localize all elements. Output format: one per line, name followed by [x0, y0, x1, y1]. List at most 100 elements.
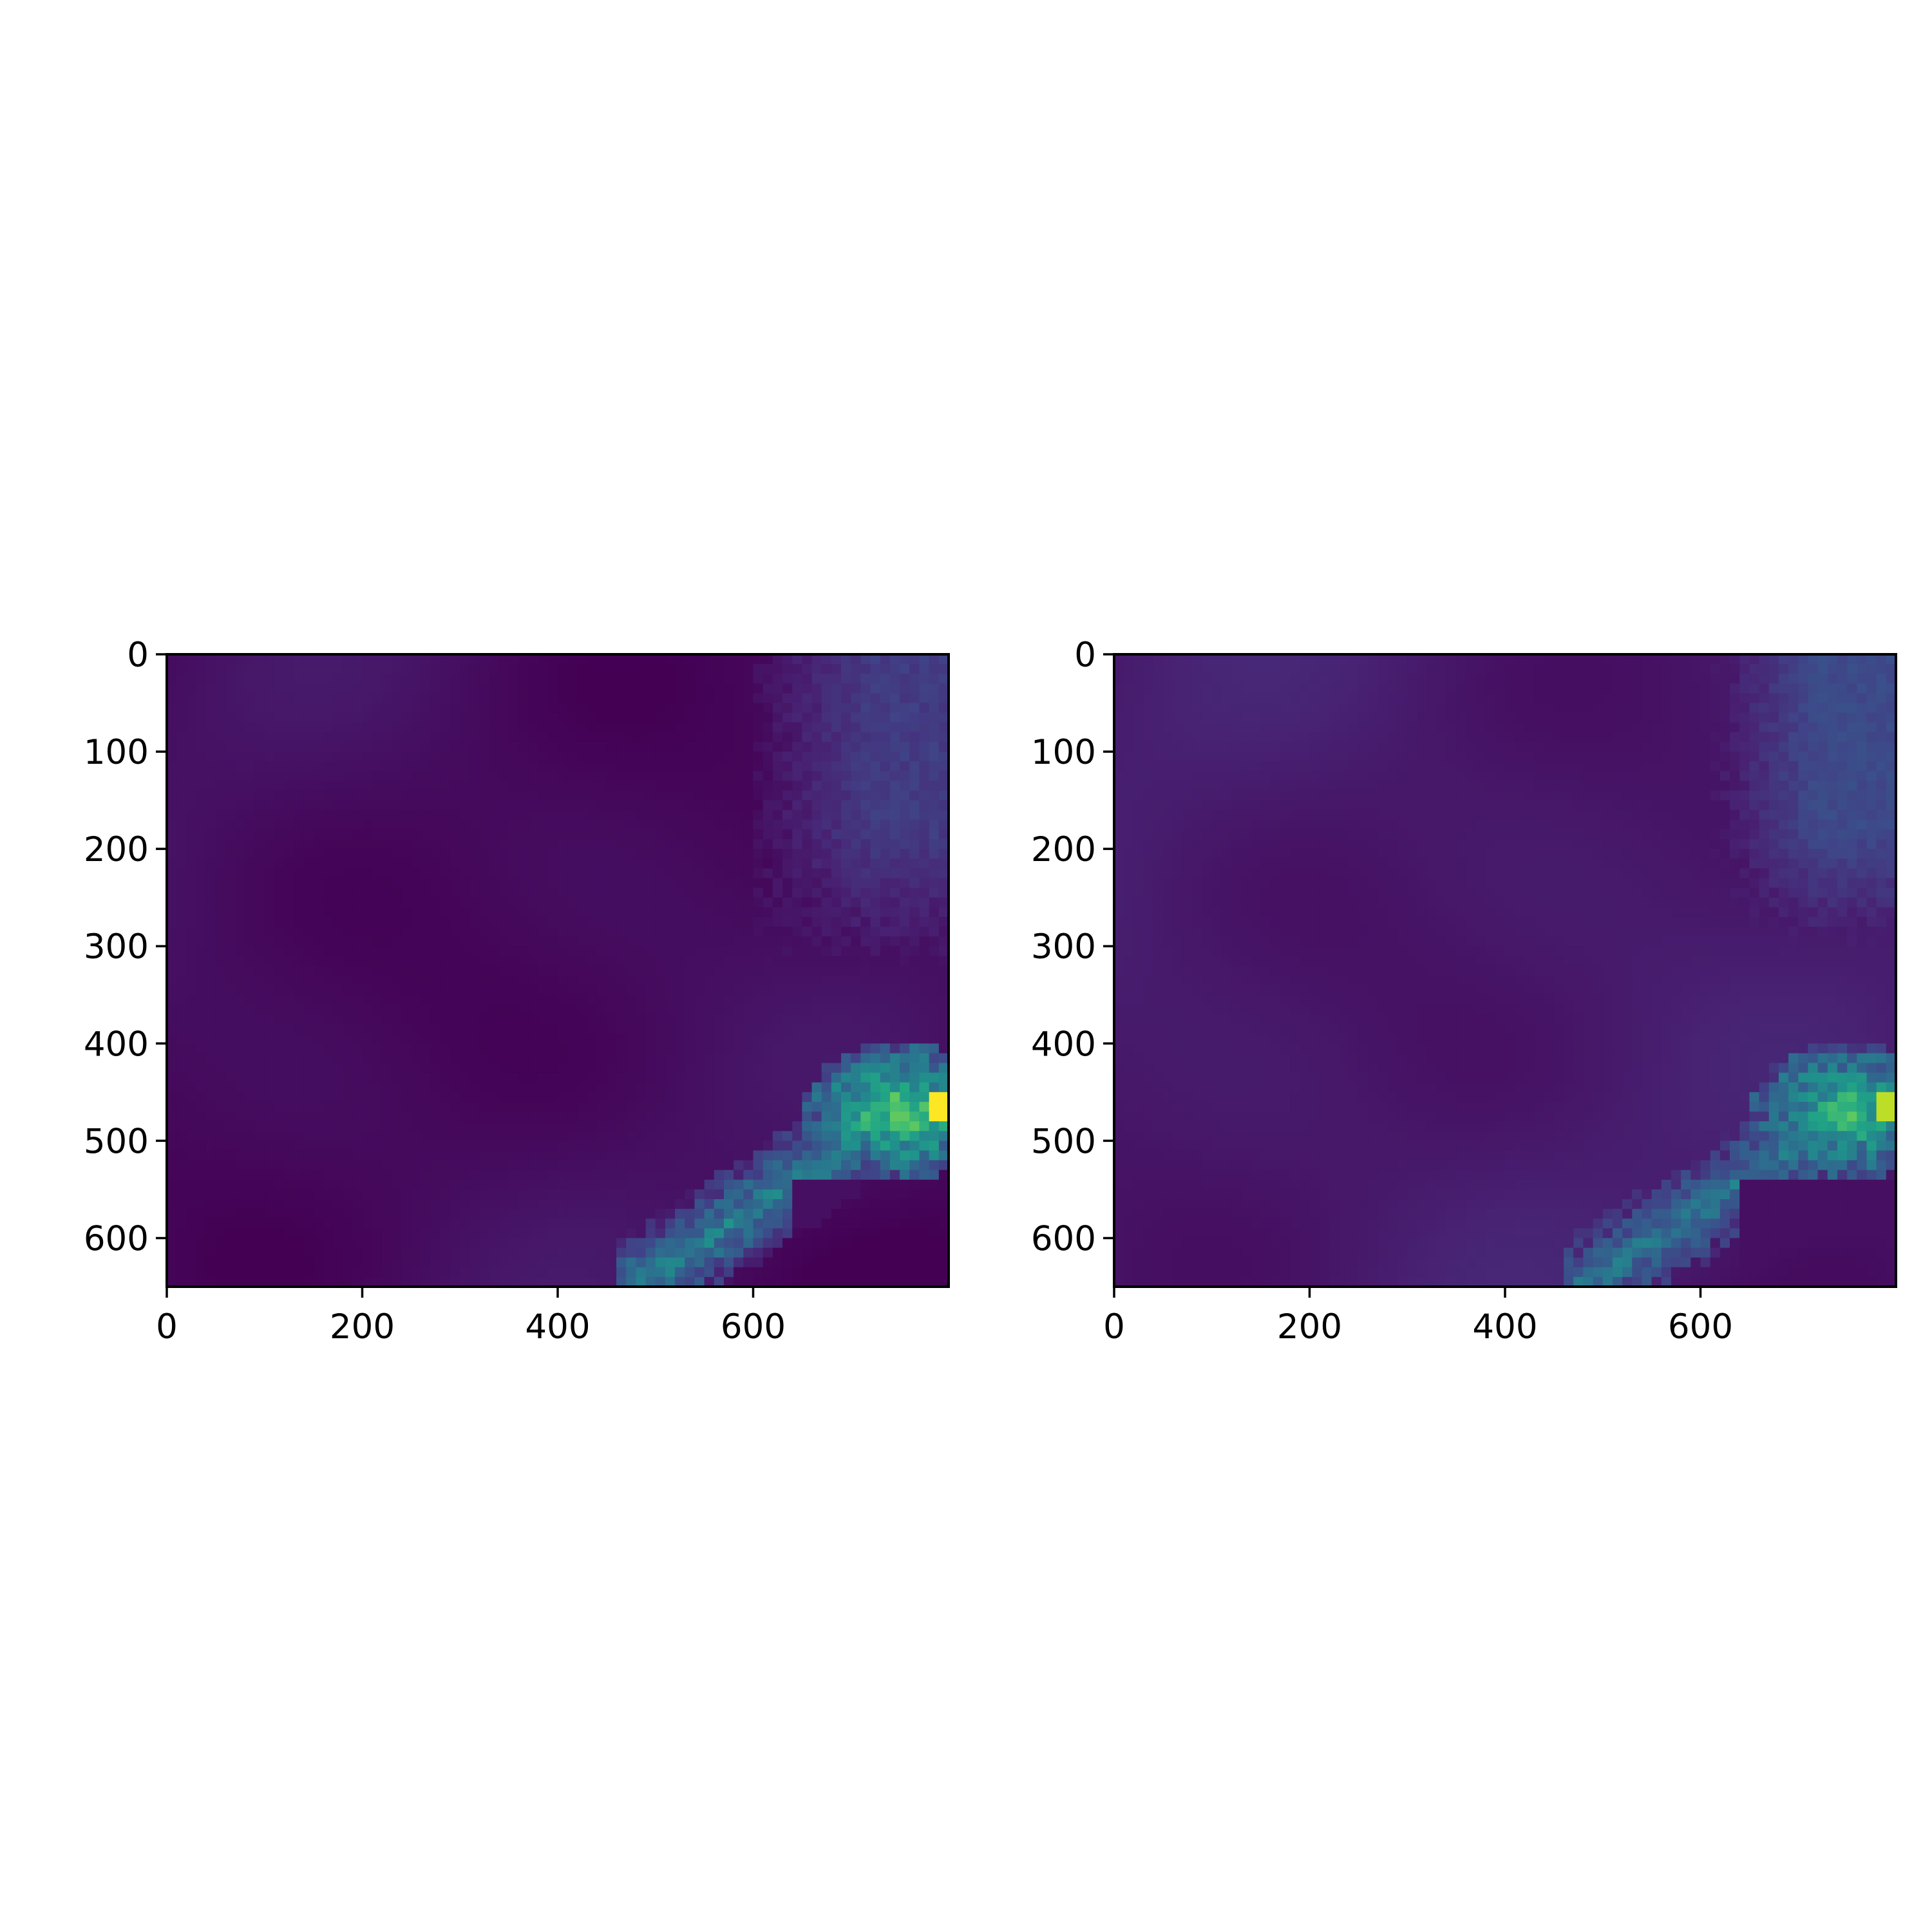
heatmap-cell: [430, 1121, 441, 1132]
heatmap-cell: [469, 1082, 480, 1093]
heatmap-cell: [343, 1112, 353, 1122]
heatmap-cell: [567, 1238, 578, 1249]
heatmap-cell: [596, 985, 607, 996]
heatmap-cell: [284, 1131, 294, 1141]
heatmap-cell: [392, 1209, 402, 1219]
heatmap-cell: [831, 1053, 842, 1064]
heatmap-cell: [704, 1209, 715, 1219]
heatmap-cell: [841, 849, 851, 859]
heatmap-cell: [450, 741, 460, 752]
heatmap-cell: [606, 1112, 617, 1122]
heatmap-cell: [616, 712, 627, 723]
heatmap-cell: [362, 712, 373, 723]
heatmap-cell: [313, 829, 324, 840]
heatmap-cell: [479, 1131, 490, 1141]
heatmap-cell: [694, 810, 705, 820]
heatmap-cell: [401, 693, 412, 704]
heatmap-cell: [167, 887, 177, 898]
heatmap-cell: [938, 771, 949, 781]
heatmap-cell: [196, 946, 207, 956]
heatmap-cell: [401, 1082, 412, 1093]
heatmap-cell: [577, 1160, 588, 1171]
heatmap-cell: [167, 771, 177, 781]
heatmap-cell: [811, 664, 822, 674]
heatmap-cell: [645, 936, 656, 947]
heatmap-cell: [284, 927, 294, 937]
heatmap-cell: [636, 1082, 647, 1093]
heatmap-cell: [450, 849, 460, 859]
heatmap-cell: [421, 761, 431, 772]
heatmap-cell: [665, 897, 676, 908]
heatmap-cell: [626, 790, 637, 801]
heatmap-cell: [685, 975, 696, 986]
heatmap-cell: [323, 1121, 334, 1132]
heatmap-cell: [645, 1238, 656, 1249]
heatmap-cell: [235, 693, 246, 704]
heatmap-cell: [411, 897, 422, 908]
heatmap-cell: [655, 1209, 666, 1219]
heatmap-cell: [538, 839, 549, 849]
heatmap-cell: [323, 907, 334, 918]
heatmap-cell: [762, 975, 773, 986]
heatmap-cell: [900, 741, 910, 752]
heatmap-cell: [479, 781, 490, 791]
heatmap-cell: [889, 1072, 900, 1083]
heatmap-cell: [528, 887, 539, 898]
heatmap-cell: [381, 1247, 392, 1258]
heatmap-cell: [381, 994, 392, 1005]
heatmap-cell: [900, 829, 910, 840]
heatmap-cell: [831, 1160, 842, 1171]
heatmap-cell: [294, 927, 305, 937]
heatmap-cell: [479, 810, 490, 820]
heatmap-cell: [802, 1053, 813, 1064]
heatmap-cell: [352, 878, 363, 889]
heatmap-cell: [294, 674, 305, 684]
heatmap-cell: [929, 1150, 940, 1161]
heatmap-cell: [577, 858, 588, 869]
heatmap-cell: [392, 1082, 402, 1093]
heatmap-cell: [430, 683, 441, 694]
heatmap-cell: [381, 752, 392, 762]
heatmap-cell: [880, 761, 891, 772]
heatmap-cell: [626, 1228, 637, 1239]
heatmap-cell: [372, 839, 383, 849]
heatmap-cell: [919, 771, 930, 781]
heatmap-cell: [421, 1043, 431, 1054]
heatmap-cell: [528, 1199, 539, 1209]
heatmap-cell: [274, 703, 285, 714]
heatmap-cell: [909, 654, 920, 665]
heatmap-cell: [606, 712, 617, 723]
heatmap-cell: [479, 1247, 490, 1258]
heatmap-cell: [450, 1199, 460, 1209]
heatmap-cell: [332, 819, 343, 830]
heatmap-cell: [743, 1228, 754, 1239]
heatmap-cell: [567, 1170, 578, 1180]
heatmap-cell: [538, 1024, 549, 1034]
heatmap-cell: [616, 1218, 627, 1229]
heatmap-cell: [498, 887, 509, 898]
heatmap-cell: [587, 683, 598, 694]
heatmap-cell: [616, 761, 627, 772]
heatmap-cell: [734, 975, 744, 986]
heatmap-cell: [753, 897, 764, 908]
heatmap-cell: [245, 1072, 256, 1083]
heatmap-cell: [558, 1014, 568, 1025]
heatmap-cell: [626, 858, 637, 869]
heatmap-cell: [205, 1257, 216, 1268]
heatmap-cell: [753, 1238, 764, 1249]
heatmap-cell: [753, 752, 764, 762]
heatmap-cell: [675, 819, 685, 830]
heatmap-cell: [626, 1131, 637, 1141]
heatmap-cell: [762, 741, 773, 752]
heatmap-cell: [186, 693, 197, 704]
heatmap-cell: [401, 800, 412, 811]
heatmap-cell: [518, 1179, 529, 1190]
heatmap-cell: [205, 927, 216, 937]
heatmap-cell: [450, 664, 460, 674]
heatmap-cell: [411, 1072, 422, 1083]
heatmap-cell: [411, 741, 422, 752]
heatmap-cell: [577, 829, 588, 840]
heatmap-cell: [723, 683, 734, 694]
heatmap-cell: [352, 965, 363, 976]
heatmap-cell: [577, 965, 588, 976]
